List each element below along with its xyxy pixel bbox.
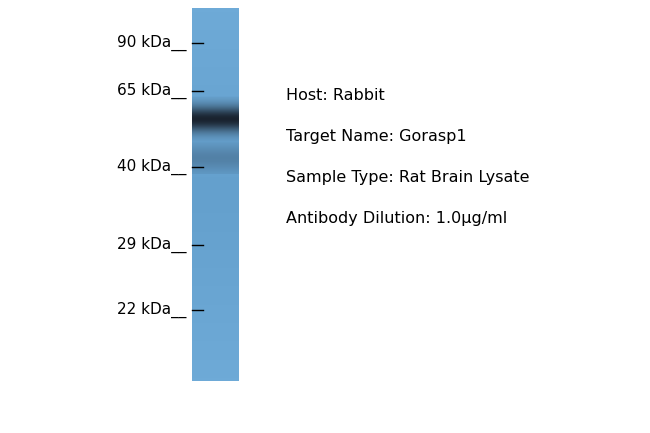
Text: Target Name: Gorasp1: Target Name: Gorasp1 [286, 129, 467, 144]
Text: Antibody Dilution: 1.0µg/ml: Antibody Dilution: 1.0µg/ml [286, 211, 507, 226]
Text: 65 kDa__: 65 kDa__ [117, 83, 187, 99]
Text: 90 kDa__: 90 kDa__ [117, 35, 187, 52]
Text: Host: Rabbit: Host: Rabbit [286, 88, 385, 103]
Text: 29 kDa__: 29 kDa__ [117, 236, 187, 253]
Text: 40 kDa__: 40 kDa__ [117, 158, 187, 175]
Text: Sample Type: Rat Brain Lysate: Sample Type: Rat Brain Lysate [286, 170, 530, 185]
Text: 22 kDa__: 22 kDa__ [117, 301, 187, 318]
